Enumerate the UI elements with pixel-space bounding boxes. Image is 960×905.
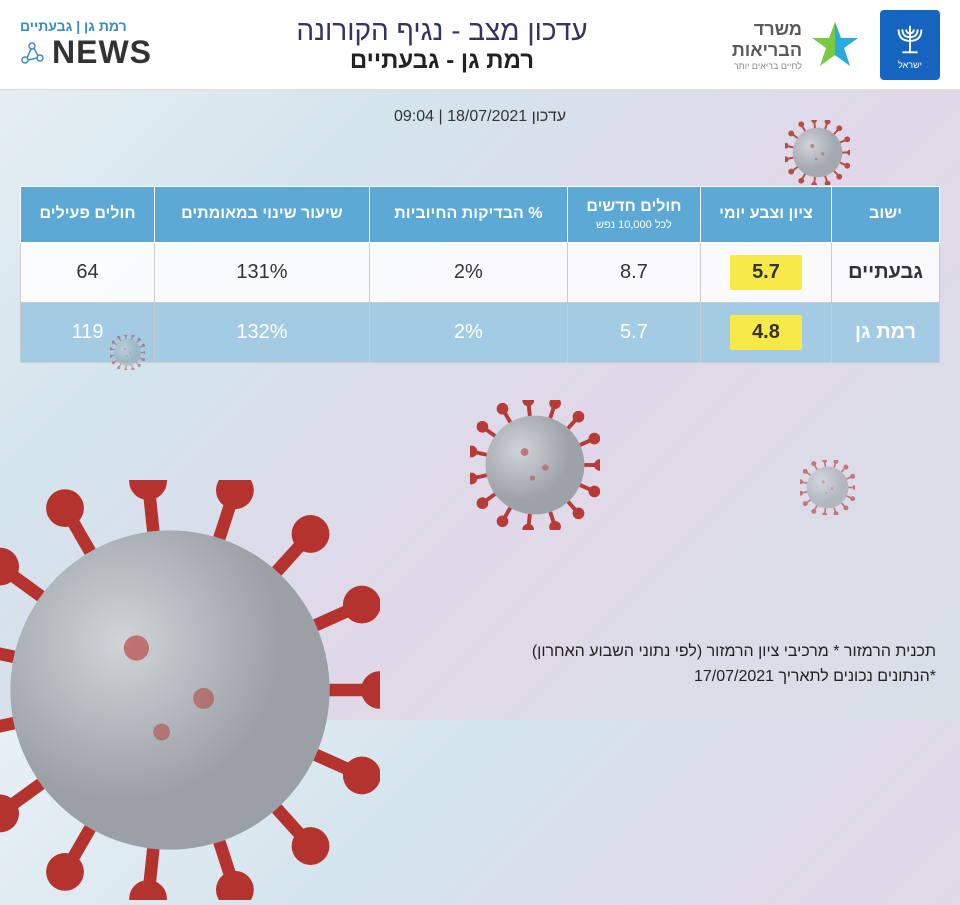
header-right-logos: ישראל משרד הבריאות לחיים בריאים יותר [732, 10, 940, 80]
header-bar: ישראל משרד הבריאות לחיים בריאים יותר עדכ… [0, 0, 960, 90]
positive-pct-cell: 2% [369, 303, 567, 363]
news-logo: רמת גן | גבעתיים NEWS [20, 18, 152, 71]
new-cases-cell: 8.7 [567, 243, 700, 303]
table-header-cell: חולים חדשיםלכל 10,000 נפש [567, 187, 700, 243]
virus-icon [785, 120, 850, 185]
table-header-cell: חולים פעילים [21, 187, 155, 243]
title-block: עדכון מצב - נגיף הקורונה רמת גן - גבעתיי… [152, 15, 732, 75]
footnotes: תכנית הרמזור * מרכיבי ציון הרמזור (לפי נ… [532, 639, 936, 690]
city-cell: גבעתיים [832, 243, 940, 303]
menorah-icon [891, 20, 929, 58]
footnote-line: תכנית הרמזור * מרכיבי ציון הרמזור (לפי נ… [532, 639, 936, 665]
update-timestamp: עדכון 18/07/2021 | 09:04 [0, 108, 960, 126]
table-row: רמת גן 4.8 5.72%132%119 [21, 303, 940, 363]
table-body: גבעתיים5.78.72%131%64רמת גן4.85.72%132%1… [21, 243, 940, 363]
moh-line2: הבריאות [732, 40, 802, 61]
score-chip: 5.7 [730, 255, 802, 290]
data-table-wrap: ישובציון וצבע יומיחולים חדשיםלכל 10,000 … [20, 186, 940, 363]
moh-star-icon [810, 20, 860, 70]
emblem-label: ישראל [898, 60, 922, 70]
new-cases-cell: 5.7 [567, 303, 700, 363]
table-head: ישובציון וצבע יומיחולים חדשיםלכל 10,000 … [21, 187, 940, 243]
news-word-row: NEWS [20, 34, 152, 71]
news-top-line: רמת גן | גבעתיים [20, 18, 152, 34]
change-pct-cell: 132% [155, 303, 370, 363]
moh-text: משרד הבריאות לחיים בריאים יותר [732, 19, 802, 71]
score-chip: 4.8 [730, 315, 802, 350]
table-header-cell: שיעור שינוי במאומתים [155, 187, 370, 243]
score-cell: 5.7 [700, 243, 831, 303]
title-main: עדכון מצב - נגיף הקורונה [152, 15, 732, 47]
table-header-row: ישובציון וצבע יומיחולים חדשיםלכל 10,000 … [21, 187, 940, 243]
table-row: גבעתיים 5.7 8.72%131%64 [21, 243, 940, 303]
israel-emblem: ישראל [880, 10, 940, 80]
moh-line3: לחיים בריאים יותר [732, 61, 802, 71]
table-header-cell: ישוב [832, 187, 940, 243]
active-cases-cell: 64 [21, 243, 155, 303]
network-icon [20, 40, 46, 66]
table-header-sub: לכל 10,000 נפש [574, 218, 694, 232]
covid-table: ישובציון וצבע יומיחולים חדשיםלכל 10,000 … [20, 186, 940, 363]
ministry-of-health-logo: משרד הבריאות לחיים בריאים יותר [732, 19, 860, 71]
table-header-cell: % הבדיקות החיוביות [369, 187, 567, 243]
title-sub: רמת גן - גבעתיים [152, 47, 732, 75]
footnote-line: *הנתונים נכונים לתאריך 17/07/2021 [532, 664, 936, 690]
table-header-cell: ציון וצבע יומי [700, 187, 831, 243]
city-cell: רמת גן [832, 303, 940, 363]
change-pct-cell: 131% [155, 243, 370, 303]
news-word: NEWS [52, 34, 152, 71]
positive-pct-cell: 2% [369, 243, 567, 303]
virus-icon [470, 400, 600, 530]
virus-icon [0, 480, 380, 900]
moh-line1: משרד [732, 19, 802, 40]
virus-icon [800, 460, 855, 515]
score-cell: 4.8 [700, 303, 831, 363]
active-cases-cell: 119 [21, 303, 155, 363]
